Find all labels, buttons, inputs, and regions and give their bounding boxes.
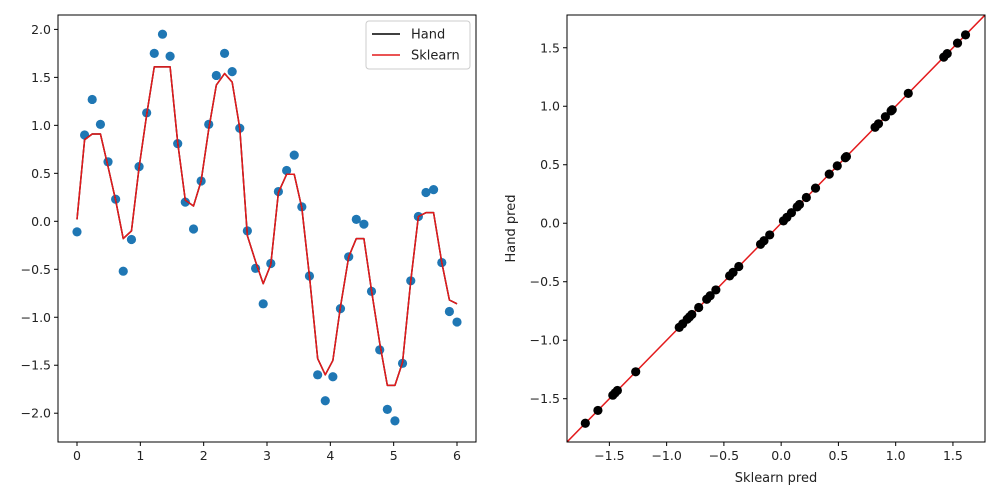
scatter-point-34 bbox=[952, 38, 963, 48]
y-tick-label-0: −2.0 bbox=[21, 406, 51, 421]
scatter-point-25 bbox=[810, 183, 821, 193]
y-tick-label-4: 0.0 bbox=[31, 214, 51, 229]
scatter-point-24 bbox=[258, 299, 268, 309]
scatter-point-0 bbox=[72, 227, 82, 237]
x-tick-label-0: 0 bbox=[73, 448, 81, 463]
scatter-point-35 bbox=[960, 30, 971, 40]
x-tick-label-2: 2 bbox=[200, 448, 208, 463]
scatter-point-2 bbox=[87, 94, 97, 105]
scatter-point-26 bbox=[824, 169, 834, 179]
x-tick-label-3: 3 bbox=[263, 448, 271, 463]
y-tick-label-6: 1.0 bbox=[31, 118, 51, 133]
x-tick-label-3: 0.0 bbox=[771, 448, 791, 463]
legend: Hand Sklearn bbox=[365, 20, 471, 70]
scatter-point-17 bbox=[759, 236, 769, 246]
scatter-point-18 bbox=[211, 70, 221, 81]
scatter-point-37 bbox=[359, 219, 369, 229]
scatter-point-40 bbox=[873, 119, 884, 129]
scatter-point-11 bbox=[157, 29, 168, 39]
scatter-point-27 bbox=[282, 165, 292, 176]
scatter-point-36 bbox=[840, 153, 850, 163]
y-axis-label: Hand pred bbox=[504, 195, 519, 263]
scatter-point-41 bbox=[390, 416, 400, 426]
scatter-point-38 bbox=[942, 49, 952, 59]
series-line-sklearn bbox=[76, 66, 458, 387]
y-tick-label-8: 2.0 bbox=[31, 22, 51, 37]
scatter-point-10 bbox=[149, 48, 159, 58]
scatter-point-23 bbox=[794, 199, 805, 210]
scatter-point-0 bbox=[580, 418, 590, 428]
scatter-point-15 bbox=[188, 224, 199, 234]
y-tick-label-7: 1.5 bbox=[31, 70, 51, 85]
scatter-point-14 bbox=[728, 267, 738, 277]
x-tick-label-5: 1.0 bbox=[886, 448, 906, 463]
scatter-point-20 bbox=[227, 67, 237, 77]
scatter-point-48 bbox=[444, 306, 454, 317]
scatter-point-21 bbox=[786, 208, 797, 218]
y-tick-label-1: −1.0 bbox=[530, 333, 560, 348]
legend-label-hand: Hand bbox=[411, 28, 445, 43]
y-tick-label-2: −1.0 bbox=[21, 310, 51, 325]
scatter-point-14 bbox=[180, 197, 190, 207]
scatter-point-30 bbox=[880, 112, 890, 122]
x-tick-label-5: 5 bbox=[390, 448, 398, 463]
scatter-point-3 bbox=[95, 119, 106, 129]
x-tick-label-2: −0.5 bbox=[709, 448, 739, 463]
scatter-point-1 bbox=[593, 405, 603, 416]
y-tick-label-6: 1.5 bbox=[540, 40, 560, 55]
scatter-point-31 bbox=[313, 370, 323, 380]
left-plot-panel: 0 1 2 3 4 5 6 −2.0 −1.5 −1.0 −0.5 0.0 0.5 1.0 1.5 2.0 Ha… bbox=[21, 14, 477, 463]
y-tick-label-5: 1.0 bbox=[540, 99, 560, 114]
y-tick-label-1: −1.5 bbox=[21, 358, 51, 373]
x-tick-label-0: −1.5 bbox=[594, 448, 624, 463]
x-tick-label-6: 1.5 bbox=[943, 448, 963, 463]
scatter-point-11 bbox=[705, 291, 715, 301]
y-tick-label-3: 0.0 bbox=[540, 216, 560, 231]
scatter-point-49 bbox=[452, 317, 462, 327]
scatter-point-9 bbox=[687, 309, 697, 320]
y-tick-label-2: −0.5 bbox=[530, 274, 560, 289]
scatter-point-12 bbox=[165, 51, 175, 61]
axes-frame bbox=[566, 14, 986, 443]
scatter-point-17 bbox=[204, 119, 214, 129]
scatter-point-40 bbox=[382, 404, 392, 414]
x-tick-label-4: 0.5 bbox=[828, 448, 848, 463]
scatter-point-46 bbox=[428, 185, 439, 195]
scatter-point-27 bbox=[832, 161, 842, 171]
x-tick-label-6: 6 bbox=[453, 448, 461, 463]
legend-label-sklearn: Sklearn bbox=[411, 49, 460, 64]
scatter-point-19 bbox=[219, 48, 230, 58]
scatter-point-4 bbox=[612, 385, 622, 396]
scatter-point-37 bbox=[886, 106, 896, 116]
y-tick-label-5: 0.5 bbox=[31, 166, 51, 181]
scatter-point-7 bbox=[126, 234, 137, 245]
scatter-point-41 bbox=[694, 302, 704, 313]
y-tick-label-3: −0.5 bbox=[21, 262, 51, 277]
scatter-point-12 bbox=[711, 285, 721, 295]
scatter-point-18 bbox=[765, 230, 775, 240]
legend-box bbox=[365, 20, 471, 70]
scatter-point-39 bbox=[674, 322, 684, 332]
scatter-point-24 bbox=[801, 192, 811, 203]
scatter-point-36 bbox=[351, 214, 361, 224]
scatter-point-32 bbox=[320, 396, 330, 406]
x-tick-label-1: 1 bbox=[136, 448, 144, 463]
x-axis-label: Sklearn pred bbox=[735, 471, 817, 486]
y-tick-label-0: −1.5 bbox=[530, 391, 560, 406]
right-plot-panel: −1.5 −1.0 −0.5 0.0 0.5 1.0 1.5 −1.5 −1.0 −0.5 0.0 0… bbox=[504, 14, 986, 486]
scatter-point-32 bbox=[903, 88, 913, 98]
scatter-point-15 bbox=[734, 261, 744, 272]
y-tick-label-4: 0.5 bbox=[540, 157, 560, 172]
x-tick-label-4: 4 bbox=[326, 448, 334, 463]
plot-data-layer bbox=[567, 15, 985, 442]
plot-data-layer bbox=[72, 29, 462, 426]
scatter-point-5 bbox=[631, 367, 641, 377]
scatter-point-28 bbox=[289, 150, 299, 160]
x-tick-label-1: −1.0 bbox=[651, 448, 681, 463]
scatter-point-45 bbox=[421, 187, 431, 198]
scatter-point-6 bbox=[118, 266, 128, 276]
scatter-point-33 bbox=[328, 372, 338, 382]
